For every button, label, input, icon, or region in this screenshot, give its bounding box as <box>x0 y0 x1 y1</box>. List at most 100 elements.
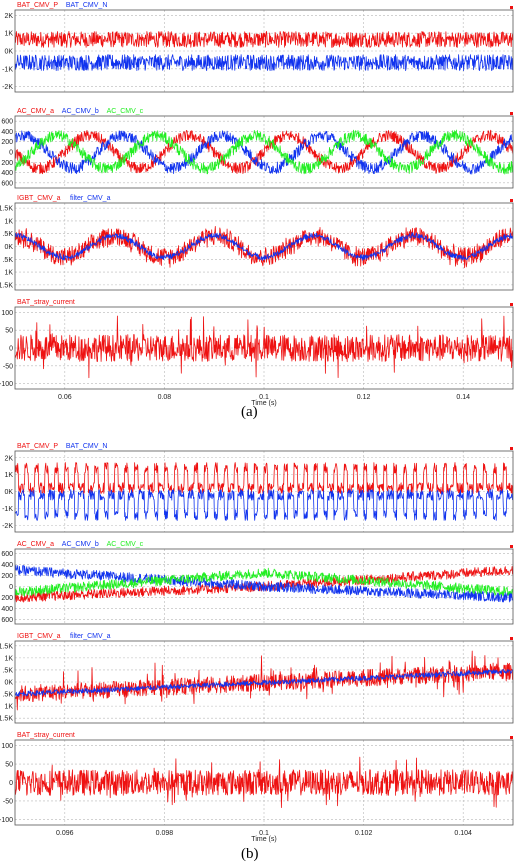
x-tick-label: 0.096 <box>56 830 74 837</box>
y-tick-label: 600 <box>1 617 13 624</box>
panel-marker <box>510 447 513 450</box>
y-tick-label: 200 <box>1 595 13 602</box>
y-tick-label: -2K <box>2 523 13 530</box>
series-group <box>15 650 513 711</box>
legend-label: filter_CMV_a <box>70 633 111 640</box>
y-tick-label: 400 <box>1 170 13 177</box>
y-tick-label: 100 <box>1 743 13 750</box>
caption-b: (b) <box>241 846 259 862</box>
panel-frame <box>14 548 514 625</box>
panel-marker <box>510 736 513 739</box>
chart-b: 2K 1K 0K -1K -2K BAT_CMV_P BAT_CMV_N 600 400 200 0… <box>0 443 514 843</box>
y-tick-label: 1.5K <box>0 643 13 650</box>
y-tick-label: 0 <box>9 780 13 787</box>
y-tick-label: 1K <box>4 655 13 662</box>
panel-frame <box>14 739 514 826</box>
legend-label: filter_CMV_a <box>70 195 111 202</box>
panel-2: 600 400 200 0 200 400 600 AC_CMV_a AC_CMV_b AC_CM… <box>1 108 514 189</box>
y-tick-label: 1K <box>4 704 13 711</box>
x-tick-label: 0.08 <box>158 394 172 401</box>
y-tick-label: 0K <box>4 680 13 687</box>
y-tick-label: -50 <box>3 798 13 805</box>
panel-4: 100 50 0 -50 -100 BAT_stray_current <box>0 299 514 390</box>
legend-label: BAT_CMV_N <box>66 2 108 9</box>
series-line-bat-stray-current <box>15 756 513 808</box>
series-line-bat-cmv-p <box>15 31 513 48</box>
panel-marker <box>510 112 513 115</box>
y-tick-label: 0K <box>4 49 13 56</box>
legend-label: BAT_stray_current <box>17 732 75 739</box>
series-group <box>15 565 513 603</box>
y-tick-label: .5K <box>2 231 13 238</box>
y-tick-label: 200 <box>1 139 13 146</box>
chart-a: 2K 1K 0K -1K -2K BAT_CMV_P BAT_CMV_N 600 400 200 0… <box>0 2 514 407</box>
legend-label: AC_CMV_c <box>107 108 144 115</box>
series-line-ac-cmv-c <box>15 567 513 597</box>
panel-marker <box>510 545 513 548</box>
y-tick-label: .5K <box>2 692 13 699</box>
y-tick-label: 100 <box>1 310 13 317</box>
legend-label: BAT_CMV_P <box>17 2 58 9</box>
x-axis-title: Time (s) <box>251 836 276 843</box>
y-tick-label: 0 <box>9 346 13 353</box>
series-line-ac-cmv-b <box>15 130 513 175</box>
panel-marker <box>510 303 513 306</box>
legend-label: IGBT_CMV_a <box>17 633 61 640</box>
y-tick-label: 50 <box>5 762 13 769</box>
panel-3: 1.5K 1K .5K 0K .5K 1K 1.5K IGBT_CMV_a filter_CMV… <box>0 195 514 291</box>
panel-marker <box>510 6 513 9</box>
x-tick-label: 0.102 <box>355 830 373 837</box>
x-tick-label: 0.06 <box>58 394 72 401</box>
y-tick-label: -50 <box>3 363 13 370</box>
y-tick-label: 1K <box>4 218 13 225</box>
series-line-igbt-cmv-a <box>15 650 513 711</box>
x-tick-label: 0.104 <box>454 830 472 837</box>
series-line-filter-cmv-a <box>15 669 513 697</box>
panel-2: 600 400 200 0 200 400 600 AC_CMV_a AC_CMV_b AC_CM… <box>1 541 514 625</box>
legend-label: AC_CMV_a <box>17 108 54 115</box>
y-tick-label: 1.5K <box>0 282 13 289</box>
y-tick-label: -100 <box>0 381 13 388</box>
y-tick-label: 600 <box>1 551 13 558</box>
y-tick-label: 200 <box>1 573 13 580</box>
y-tick-label: .5K <box>2 257 13 264</box>
y-tick-label: -1K <box>2 506 13 513</box>
x-axis-title: Time (s) <box>251 400 276 407</box>
y-tick-label: 2K <box>4 13 13 20</box>
series-group <box>15 31 513 71</box>
series-line-bat-cmv-n <box>15 489 513 521</box>
legend-label: AC_CMV_a <box>17 541 54 548</box>
legend-label: BAT_CMV_P <box>17 443 58 450</box>
y-tick-label: 2K <box>4 455 13 462</box>
panel-3: 1.5K 1K .5K 0K .5K 1K 1.5K IGBT_CMV_a filter_CMV… <box>0 633 514 724</box>
legend-label: AC_CMV_b <box>62 108 99 115</box>
x-tick-label: 0.1 <box>259 830 269 837</box>
y-tick-label: 50 <box>5 328 13 335</box>
panel-4: 100 50 0 -50 -100 BAT_stray_current <box>0 732 514 826</box>
y-tick-label: 1K <box>4 31 13 38</box>
series-line-bat-cmv-n <box>15 54 513 71</box>
series-group <box>15 462 513 521</box>
y-tick-label: -1K <box>2 66 13 73</box>
y-tick-label: -100 <box>0 817 13 824</box>
y-tick-label: 600 <box>1 180 13 187</box>
legend-label: AC_CMV_b <box>62 541 99 548</box>
y-tick-label: 400 <box>1 129 13 136</box>
y-tick-label: 1.5K <box>0 206 13 213</box>
y-tick-label: 0K <box>4 489 13 496</box>
y-tick-label: 1K <box>4 472 13 479</box>
series-line-filter-cmv-a <box>15 232 513 261</box>
legend-label: AC_CMV_c <box>107 541 144 548</box>
series-group <box>15 129 513 175</box>
y-tick-label: 1.5K <box>0 716 13 723</box>
panel-1: 2K 1K 0K -1K -2K BAT_CMV_P BAT_CMV_N <box>2 443 514 533</box>
panel-marker <box>510 637 513 640</box>
y-tick-label: .5K <box>2 667 13 674</box>
x-tick-label: 0.1 <box>259 394 269 401</box>
panel-1: 2K 1K 0K -1K -2K BAT_CMV_P BAT_CMV_N <box>2 2 514 93</box>
legend-label: BAT_stray_current <box>17 299 75 306</box>
panel-marker <box>510 199 513 202</box>
y-tick-label: 0K <box>4 244 13 251</box>
x-tick-label: 0.14 <box>456 394 470 401</box>
